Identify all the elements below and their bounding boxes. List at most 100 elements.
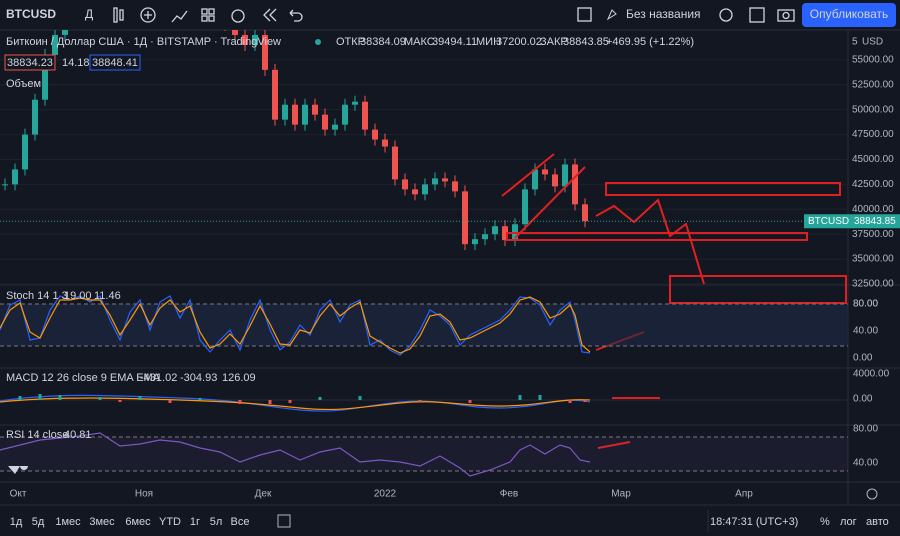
- lens: [782, 11, 790, 20]
- range-button[interactable]: 1мес: [55, 516, 81, 528]
- spread: 14.18: [62, 57, 90, 69]
- macd-hist-down: [118, 400, 587, 404]
- toolbar-icons: [113, 7, 795, 23]
- time-tick-label: Дек: [255, 489, 272, 500]
- bars-icon2: [119, 9, 124, 21]
- tv-logo: [8, 466, 28, 474]
- ask: 38848.41: [92, 57, 138, 69]
- rsi-band: [0, 437, 848, 471]
- legend-close: 38843.85: [563, 36, 609, 48]
- price-tick-label: 42500.00: [852, 179, 894, 190]
- axis-settings[interactable]: [866, 488, 878, 500]
- t4: [208, 15, 215, 22]
- macd-line: [0, 394, 591, 412]
- candle: [312, 104, 318, 115]
- price-tick-label: 37500.00: [852, 229, 894, 240]
- signal-line: [0, 397, 591, 411]
- range-button[interactable]: 3мес: [89, 516, 115, 528]
- range-button[interactable]: 5л: [210, 516, 223, 528]
- compare-icon[interactable]: [171, 10, 188, 23]
- alert-icon[interactable]: [231, 9, 245, 23]
- candle: [402, 179, 408, 190]
- snapshot-icon[interactable]: [777, 9, 795, 22]
- range-button[interactable]: YTD: [159, 516, 181, 528]
- fullscreen-icon[interactable]: [749, 7, 765, 23]
- interval-button[interactable]: Д: [85, 7, 93, 21]
- range-button[interactable]: Все: [231, 516, 250, 528]
- legend-low: 37200.02: [496, 36, 542, 48]
- layout-icon[interactable]: [577, 7, 592, 22]
- legend-change: +469.95 (+1.22%): [606, 36, 694, 48]
- channel: [501, 153, 586, 239]
- candle: [542, 169, 548, 175]
- date-range-icon[interactable]: [277, 514, 291, 528]
- rsi-label: RSI 14 close: [6, 429, 68, 441]
- percent-toggle[interactable]: %: [820, 516, 830, 528]
- candle: [352, 101, 358, 105]
- indicator-tick: 40.00: [853, 458, 878, 469]
- replay-icon[interactable]: [263, 8, 277, 22]
- indicator-tick: 80.00: [853, 299, 878, 310]
- macd-label: MACD 12 26 close 9 EMA EMA: [6, 372, 161, 384]
- candle: [572, 164, 578, 205]
- time-tick-label: Мар: [611, 489, 631, 500]
- time-tick-label: Ноя: [135, 489, 153, 500]
- rsi-line: [0, 432, 591, 477]
- legend-high: 39494.11: [432, 36, 477, 48]
- candle: [262, 34, 268, 70]
- time-tick-label: Апр: [735, 489, 753, 500]
- candle: [462, 191, 468, 245]
- support-zone: [506, 232, 808, 241]
- candle: [562, 164, 568, 187]
- price-tick-label: 52500.00: [852, 79, 894, 90]
- layout-name[interactable]: Без названия: [626, 7, 701, 21]
- publish-label: Опубликовать: [810, 7, 888, 21]
- price-tick-label: 40000.00: [852, 204, 894, 215]
- bars-icon[interactable]: [113, 7, 118, 23]
- symbol-button[interactable]: BTCUSD: [6, 7, 56, 21]
- stoch-band: [0, 304, 848, 346]
- publish-button[interactable]: [802, 3, 896, 27]
- auto-toggle[interactable]: авто: [866, 516, 889, 528]
- stoch-k: [0, 295, 591, 356]
- price-tick-label: 32500.00: [852, 279, 894, 290]
- candle: [442, 178, 448, 182]
- candle: [332, 124, 338, 130]
- last-price-symbol: BTCUSD: [808, 216, 849, 227]
- candle: [42, 54, 48, 100]
- candle: [582, 204, 588, 222]
- undo-icon[interactable]: [289, 9, 303, 22]
- stoch-d-value: 11.46: [94, 290, 121, 302]
- price-tick-label: 47500.00: [852, 129, 894, 140]
- stoch-label: Stoch 14 1 3: [6, 290, 68, 302]
- annotations: [501, 153, 847, 449]
- candle: [452, 181, 458, 192]
- macd-value: -304.93: [180, 372, 217, 384]
- candle: [382, 139, 388, 147]
- candle: [22, 134, 28, 170]
- candle: [322, 114, 328, 130]
- candle: [52, 34, 58, 55]
- price-pane: [0, 30, 848, 284]
- settings-icon[interactable]: [719, 8, 733, 22]
- currency-prefix: 5: [852, 37, 858, 48]
- range-button[interactable]: 6мес: [125, 516, 151, 528]
- templates-icon[interactable]: [201, 8, 208, 15]
- legend-close-label: ЗАКР: [540, 36, 568, 48]
- range-button[interactable]: 1г: [190, 516, 200, 528]
- candle: [62, 30, 68, 35]
- log-toggle[interactable]: лог: [840, 516, 857, 528]
- candle: [432, 178, 438, 185]
- candle: [342, 104, 348, 125]
- indicators-icon[interactable]: [140, 7, 156, 23]
- candle: [362, 101, 368, 130]
- volume-label: Объем: [6, 78, 41, 90]
- macd-hist-up: [18, 394, 542, 400]
- market-status: [315, 39, 321, 45]
- candle: [252, 34, 258, 45]
- candle: [472, 239, 478, 245]
- range-button[interactable]: 1д: [10, 516, 23, 528]
- time-tick-label: 2022: [374, 489, 397, 500]
- range-button[interactable]: 5д: [32, 516, 45, 528]
